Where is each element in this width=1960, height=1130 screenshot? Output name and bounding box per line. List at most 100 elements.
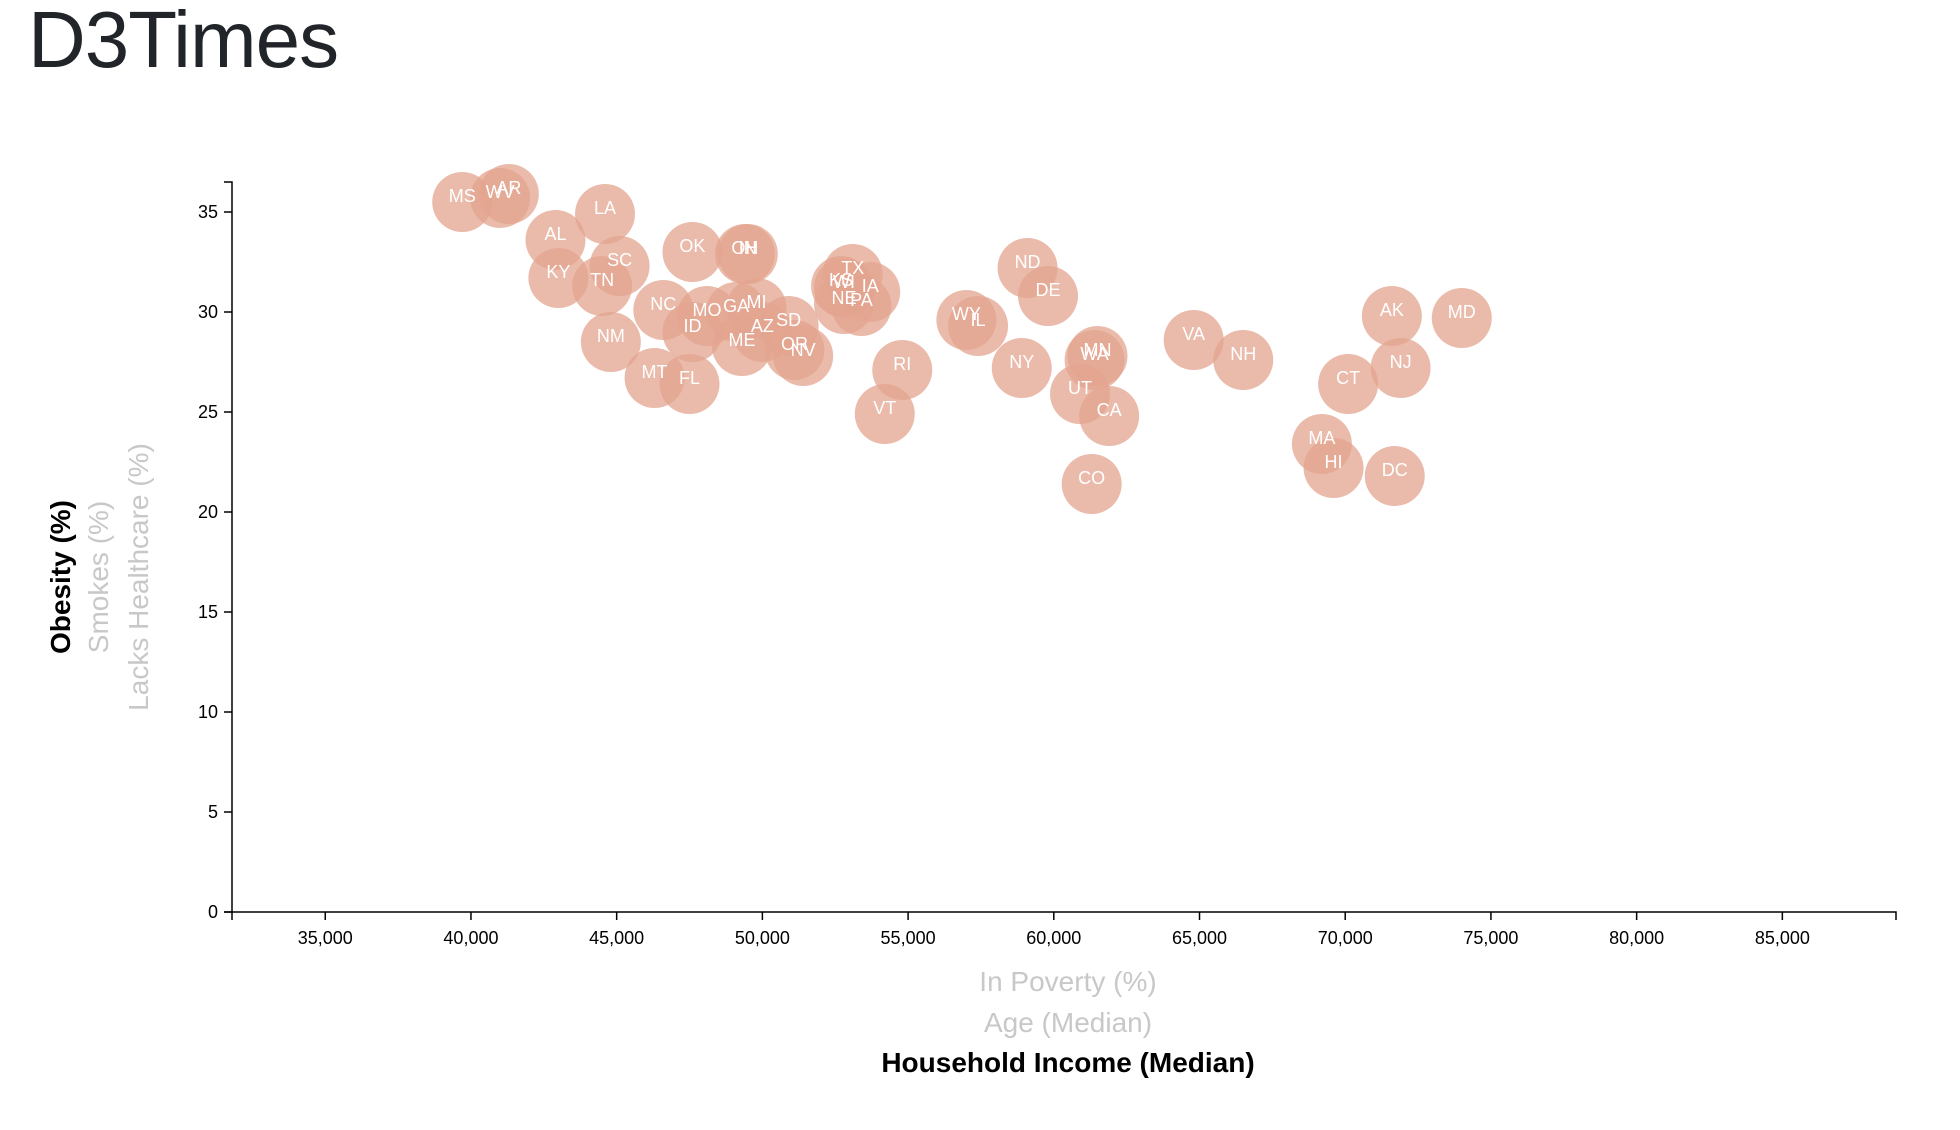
state-circle[interactable] [659, 354, 720, 414]
y-tick-label: 20 [198, 502, 218, 522]
state-circle[interactable] [711, 316, 772, 376]
state-abbr-label: IL [971, 310, 986, 330]
x-tick-label: 35,000 [298, 928, 353, 948]
x-tick-label: 70,000 [1318, 928, 1373, 948]
state-abbr-label: MA [1308, 428, 1335, 448]
state-abbr-label: NJ [1390, 352, 1412, 372]
x-tick-label: 80,000 [1609, 928, 1664, 948]
page-title: D3Times [28, 0, 339, 84]
state-abbr-label: CO [1078, 468, 1105, 488]
state-abbr-label: IA [862, 276, 879, 296]
state-abbr-label: MN [1084, 340, 1112, 360]
x-axis-label-option[interactable]: In Poverty (%) [979, 966, 1156, 997]
state-abbr-label: NY [1009, 352, 1034, 372]
state-circle[interactable] [1370, 338, 1431, 398]
x-tick-label: 50,000 [735, 928, 790, 948]
y-tick-label: 5 [208, 802, 218, 822]
state-circle[interactable] [1017, 266, 1078, 326]
state-abbr-label: AR [496, 178, 521, 198]
x-axis-labels: In Poverty (%) Age (Median) Household Inco… [881, 966, 1254, 1078]
state-abbr-label: RI [893, 354, 911, 374]
state-abbr-label: MS [449, 186, 476, 206]
state-circle[interactable] [1163, 310, 1224, 370]
x-axis-label-option[interactable]: Household Income (Median) [881, 1047, 1254, 1078]
state-abbr-label: ID [683, 316, 701, 336]
x-axis-label-option[interactable]: Age (Median) [984, 1007, 1152, 1038]
state-abbr-label: SC [607, 250, 632, 270]
x-tick-label: 65,000 [1172, 928, 1227, 948]
state-abbr-label: TX [841, 258, 864, 278]
state-circle[interactable] [478, 164, 539, 224]
state-abbr-label: NV [791, 340, 816, 360]
y-axis: 0 5 10 15 20 25 30 35 [198, 181, 233, 922]
state-abbr-label: OR [781, 334, 808, 354]
state-abbr-label: CT [1336, 368, 1360, 388]
state-abbr-label: ME [728, 330, 755, 350]
state-circle[interactable] [1361, 286, 1422, 346]
state-circle[interactable] [854, 384, 915, 444]
state-abbr-label: NC [650, 294, 676, 314]
y-axis-label-option[interactable]: Lacks Healthcare (%) [123, 443, 154, 711]
state-abbr-label: LA [594, 198, 616, 218]
x-tick-label: 85,000 [1755, 928, 1810, 948]
x-tick-label: 40,000 [443, 928, 498, 948]
state-circle[interactable] [991, 338, 1052, 398]
state-abbr-label: MO [693, 300, 722, 320]
y-tick-label: 25 [198, 402, 218, 422]
y-axis-label-option[interactable]: Obesity (%) [45, 500, 76, 654]
x-tick-label: 60,000 [1026, 928, 1081, 948]
state-abbr-label: TN [590, 270, 614, 290]
y-tick-label: 35 [198, 202, 218, 222]
state-abbr-label: HI [1325, 452, 1343, 472]
y-tick-label: 30 [198, 302, 218, 322]
state-abbr-label: WA [1080, 344, 1108, 364]
state-abbr-label: WV [486, 182, 515, 202]
state-circle[interactable] [572, 256, 633, 316]
y-tick-label: 0 [208, 902, 218, 922]
state-circle[interactable] [1303, 438, 1364, 498]
state-circle[interactable] [662, 302, 723, 362]
state-abbr-label: AK [1380, 300, 1404, 320]
state-circle[interactable] [1213, 330, 1274, 390]
state-circle[interactable] [1431, 288, 1492, 348]
state-abbr-label: NE [831, 288, 856, 308]
y-axis-line [224, 181, 233, 913]
state-abbr-label: KY [546, 262, 570, 282]
state-abbr-label: GA [723, 296, 749, 316]
y-tick-label: 10 [198, 702, 218, 722]
state-abbr-label: OH [731, 238, 758, 258]
state-circle[interactable] [580, 312, 641, 372]
state-circle[interactable] [948, 296, 1009, 356]
y-axis-label-option[interactable]: Smokes (%) [83, 501, 114, 653]
x-axis: 35,000 40,000 45,000 50,000 55,000 60,000 65,0… [231, 911, 1897, 948]
x-tick-label: 55,000 [881, 928, 936, 948]
state-abbr-label: KS [829, 270, 853, 290]
state-abbr-label: ND [1015, 252, 1041, 272]
state-circle[interactable] [1364, 446, 1425, 506]
state-abbr-label: DC [1382, 460, 1408, 480]
state-abbr-label: NM [597, 326, 625, 346]
y-axis-labels: Obesity (%) Smokes (%) Lacks Healthcare (%… [45, 443, 154, 711]
state-circle[interactable] [575, 184, 636, 244]
state-abbr-label: VA [1182, 324, 1205, 344]
x-tick-label: 75,000 [1463, 928, 1518, 948]
state-abbr-label: NH [1230, 344, 1256, 364]
state-abbr-label: UT [1068, 378, 1092, 398]
state-abbr-label: AZ [751, 316, 774, 336]
state-circle[interactable] [831, 276, 892, 336]
state-circle[interactable] [717, 224, 778, 284]
state-abbr-label: CA [1097, 400, 1122, 420]
state-circle[interactable] [662, 222, 723, 282]
state-circle[interactable] [773, 326, 834, 386]
state-circle[interactable] [1079, 386, 1140, 446]
state-abbr-label: SD [776, 310, 801, 330]
state-abbr-label: DE [1035, 280, 1060, 300]
state-circle[interactable] [1318, 354, 1379, 414]
state-abbr-label: FL [679, 368, 700, 388]
state-circle[interactable] [1061, 454, 1122, 514]
state-abbr-label: PA [850, 290, 873, 310]
state-abbr-label: MD [1448, 302, 1476, 322]
state-abbr-label: IN [739, 238, 757, 258]
